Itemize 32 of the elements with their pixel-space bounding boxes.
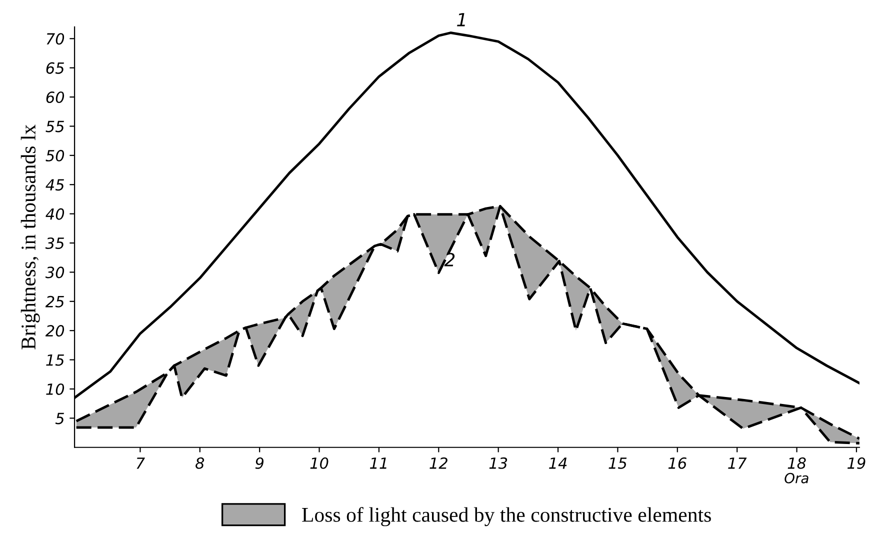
legend-label: Loss of light caused by the constructive elements: [302, 507, 711, 526]
x-tick-label: 13: [489, 457, 508, 469]
y-tick-label: 45: [46, 179, 64, 191]
y-tick-label: 10: [46, 383, 64, 395]
x-tick-label: 8: [196, 457, 204, 469]
y-tick-label: 25: [45, 296, 64, 308]
x-tick-label: 7: [136, 458, 145, 469]
x-axis-title: Ora: [784, 472, 808, 484]
y-tick-label: 5: [55, 412, 64, 424]
x-tick-label: 9: [255, 457, 264, 469]
x-tick-label: 12: [430, 457, 448, 469]
y-tick-label: 40: [46, 208, 64, 220]
x-tick-label: 16: [668, 457, 686, 469]
y-tick-label: 65: [46, 62, 64, 74]
x-tick-label: 15: [608, 458, 627, 469]
x-tick-label: 14: [549, 458, 567, 469]
y-axis-title: Brightness, in thousands lx: [20, 124, 40, 350]
y-tick-label: 35: [45, 237, 64, 250]
y-tick-label: 30: [45, 266, 64, 278]
y-tick-label: 15: [46, 354, 64, 366]
annotation: 1: [457, 13, 465, 26]
x-tick-label: 10: [310, 457, 328, 469]
x-tick-label: 17: [728, 458, 747, 469]
y-tick-label: 50: [46, 150, 64, 162]
y-tick-label: 55: [46, 120, 64, 132]
x-tick-label: 19: [848, 457, 866, 469]
x-tick-label: 11: [370, 458, 386, 469]
x-tick-label: 18: [788, 457, 806, 469]
annotation: 2: [444, 252, 455, 266]
y-tick-label: 70: [46, 33, 64, 45]
y-tick-label: 60: [46, 91, 64, 104]
y-tick-label: 20: [45, 325, 64, 337]
